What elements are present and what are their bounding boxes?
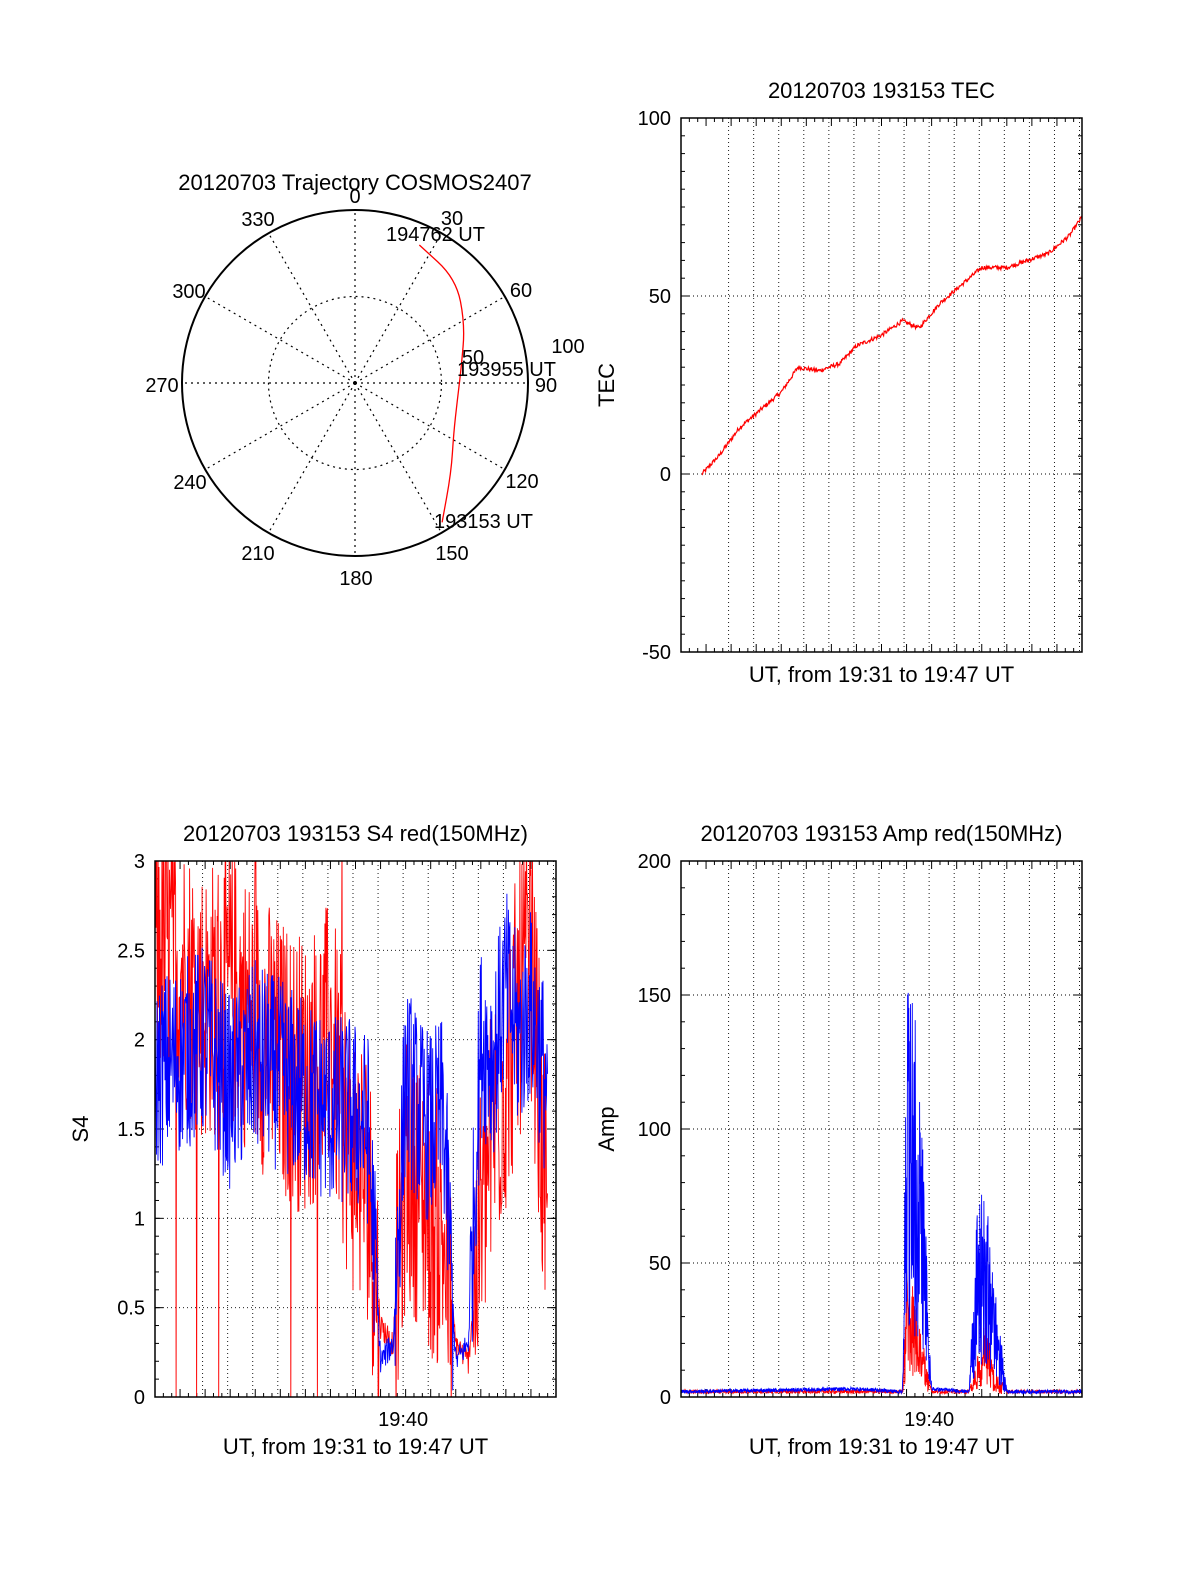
- polar-grid-spoke: [354, 295, 506, 384]
- series-line-red: [681, 1269, 1082, 1396]
- polar-grid-spoke: [354, 382, 506, 471]
- x-axis-label: UT, from 19:31 to 19:47 UT: [749, 662, 1014, 687]
- plot-frame: [154, 860, 557, 1398]
- plot-frame: [680, 860, 1083, 1398]
- polar-angle-label: 180: [339, 568, 372, 590]
- polar-angle-label: 0: [349, 186, 360, 208]
- polar-angle-label: 330: [241, 209, 274, 231]
- polar-annotation: 193955 UT: [457, 359, 556, 381]
- polar-trajectory-line: [418, 244, 465, 523]
- plot-area: [155, 861, 548, 1397]
- y-tick-label: 0.5: [117, 1298, 145, 1320]
- polar-angle-label: 300: [172, 281, 205, 303]
- polar-grid-spoke: [354, 232, 443, 384]
- chart-panel: 20120703 193153 TEC -50 0 50 100 UT, from 19:…: [594, 78, 1083, 687]
- plot-area: [701, 214, 1082, 476]
- y-tick-label: 0: [660, 1387, 671, 1409]
- polar-grid-spoke: [204, 382, 356, 471]
- polar-angle-label: 150: [435, 543, 468, 565]
- chart-panel: 20120703 193153 S4 red(150MHz) 0 0.5 1 1.5 2 2…: [68, 821, 557, 1459]
- y-tick-label: 2: [134, 1030, 145, 1052]
- polar-title: 20120703 Trajectory COSMOS2407: [178, 170, 531, 195]
- chart-title: 20120703 193153 S4 red(150MHz): [183, 821, 528, 846]
- y-tick-label: -50: [642, 642, 671, 664]
- y-axis-label: TEC: [594, 363, 619, 407]
- series-line-blue: [155, 893, 548, 1391]
- polar-grid-circle: [267, 295, 443, 471]
- y-tick-label: 1.5: [117, 1119, 145, 1141]
- y-tick-label: 2.5: [117, 940, 145, 962]
- y-tick-label: 100: [638, 1119, 671, 1141]
- polar-angle-label: 120: [505, 471, 538, 493]
- y-tick-label: 50: [649, 286, 671, 308]
- plot-area: [681, 992, 1082, 1396]
- polar-grid-spoke: [204, 295, 356, 384]
- polar-angle-label: 30: [441, 208, 463, 230]
- polar-annotation: 194762 UT: [386, 224, 485, 246]
- series-line-blue: [681, 992, 1082, 1396]
- plot-frame: [680, 117, 1083, 653]
- y-tick-label: 50: [649, 1253, 671, 1275]
- y-axis-label: Amp: [594, 1106, 619, 1151]
- x-axis-label: UT, from 19:31 to 19:47 UT: [223, 1434, 488, 1459]
- y-axis-label: S4: [68, 1116, 93, 1143]
- x-axis-label: UT, from 19:31 to 19:47 UT: [749, 1434, 1014, 1459]
- y-tick-label: 1: [134, 1208, 145, 1230]
- chart-title: 20120703 193153 Amp red(150MHz): [700, 821, 1062, 846]
- series-line-red: [701, 214, 1082, 476]
- polar-grid-spoke: [267, 382, 356, 534]
- polar-angle-label: 60: [510, 280, 532, 302]
- polar-angle-label: 240: [173, 472, 206, 494]
- series-line-red: [155, 861, 548, 1397]
- y-tick-label: 0: [134, 1387, 145, 1409]
- polar-radial-label: 100: [551, 336, 584, 358]
- y-tick-label: 100: [638, 108, 671, 130]
- polar-angle-label: 210: [241, 543, 274, 565]
- polar-outer-circle: [181, 209, 529, 557]
- chart-title: 20120703 193153 TEC: [768, 78, 995, 103]
- polar-angle-label: 90: [535, 375, 557, 397]
- y-tick-label: 200: [638, 851, 671, 873]
- polar-grid-spoke: [354, 382, 443, 534]
- chart-panel: 20120703 193153 Amp red(150MHz) 0 50 100 150…: [594, 821, 1083, 1459]
- polar-radial-label: 50: [462, 347, 484, 369]
- polar-annotation: 193153 UT: [434, 511, 533, 533]
- polar-grid-spoke: [267, 232, 356, 384]
- y-tick-label: 3: [134, 851, 145, 873]
- x-tick-label: 19:40: [378, 1409, 428, 1431]
- y-tick-label: 0: [660, 464, 671, 486]
- y-tick-label: 150: [638, 985, 671, 1007]
- x-tick-label: 19:40: [904, 1409, 954, 1431]
- polar-angle-label: 270: [145, 375, 178, 397]
